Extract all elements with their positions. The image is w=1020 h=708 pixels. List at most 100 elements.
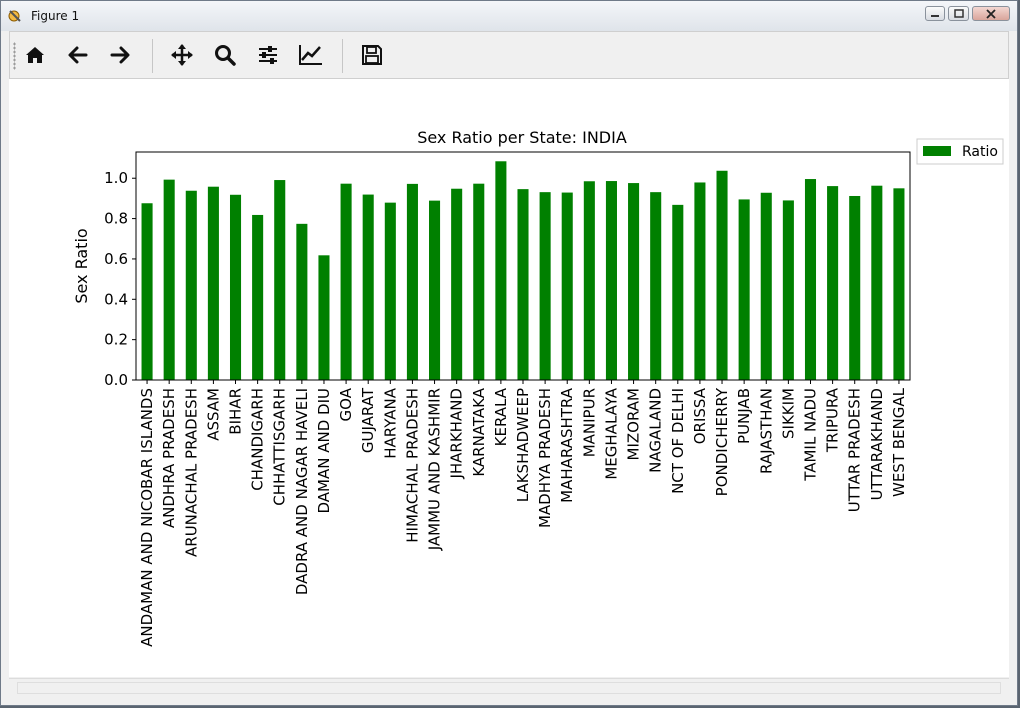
zoom-button[interactable] bbox=[210, 40, 240, 70]
status-message bbox=[17, 682, 1001, 694]
bar bbox=[738, 199, 750, 380]
x-tick-label: UTTARAKHAND bbox=[868, 388, 886, 500]
legend-swatch bbox=[923, 146, 951, 156]
bar bbox=[583, 181, 595, 380]
bar bbox=[672, 204, 684, 380]
x-tick-label: HARYANA bbox=[381, 387, 399, 458]
home-button[interactable] bbox=[20, 40, 50, 70]
x-tick-label: SIKKIM bbox=[779, 388, 797, 439]
toolbar-separator bbox=[342, 39, 343, 73]
x-tick-label: TAMIL NADU bbox=[801, 388, 819, 482]
bar bbox=[650, 192, 662, 380]
bar bbox=[827, 186, 839, 380]
bar bbox=[451, 188, 463, 380]
bar bbox=[229, 194, 242, 380]
x-axis: ANDAMAN AND NICOBAR ISLANDS ANDHRA PRADES… bbox=[138, 380, 908, 647]
bar bbox=[517, 189, 529, 380]
x-tick-label: RAJASTHAN bbox=[757, 388, 775, 474]
bar bbox=[473, 183, 485, 380]
x-tick-label: WEST BENGAL bbox=[890, 387, 908, 497]
bar bbox=[384, 202, 396, 380]
bar bbox=[871, 185, 883, 380]
move-icon bbox=[171, 44, 193, 66]
bar-chart: Sex Ratio per State: INDIA Sex Ratio 0.0… bbox=[72, 128, 1004, 647]
toolbar-grip[interactable] bbox=[13, 42, 16, 70]
bar bbox=[804, 179, 817, 380]
x-tick-label: CHANDIGARH bbox=[249, 388, 267, 491]
bar bbox=[296, 223, 308, 380]
x-tick-label: MADHYA PRADESH bbox=[536, 388, 554, 528]
x-tick-label: GOA bbox=[337, 387, 355, 421]
bar bbox=[185, 190, 197, 380]
bar bbox=[628, 183, 640, 380]
legend: Ratio bbox=[916, 138, 1004, 165]
bar bbox=[716, 170, 728, 380]
y-tick-label: 0.4 bbox=[104, 290, 128, 308]
arrow-right-icon bbox=[110, 46, 130, 64]
bar bbox=[362, 194, 374, 380]
x-tick-label: ANDHRA PRADESH bbox=[160, 388, 178, 528]
chart-line-icon bbox=[299, 45, 322, 65]
x-tick-label: ASSAM bbox=[204, 388, 222, 441]
figure-canvas[interactable]: Sex Ratio per State: INDIA Sex Ratio 0.0… bbox=[9, 79, 1009, 677]
bar bbox=[340, 183, 352, 380]
edit-axes-button[interactable] bbox=[296, 40, 326, 70]
bar bbox=[163, 179, 175, 380]
x-tick-label: HIMACHAL PRADESH bbox=[403, 388, 421, 543]
save-button[interactable] bbox=[357, 40, 387, 70]
x-tick-label: MEGHALAYA bbox=[602, 387, 620, 479]
bar bbox=[252, 214, 264, 380]
minimize-icon bbox=[931, 14, 939, 17]
x-tick-label: DAMAN AND DIU bbox=[315, 388, 333, 514]
toolbar bbox=[9, 31, 1009, 79]
bar bbox=[605, 181, 617, 380]
bar bbox=[495, 161, 507, 380]
y-tick-label: 1.0 bbox=[104, 169, 128, 187]
bar bbox=[782, 200, 794, 380]
bar-series bbox=[141, 161, 905, 380]
x-tick-label: MAHARASHTRA bbox=[558, 387, 576, 503]
home-icon bbox=[26, 47, 44, 63]
x-tick-label: UTTAR PRADESH bbox=[846, 388, 864, 512]
minimize-button[interactable] bbox=[925, 6, 945, 21]
magnifier-icon bbox=[215, 45, 236, 66]
close-icon bbox=[986, 8, 996, 19]
bar bbox=[318, 255, 330, 380]
x-tick-label: JHARKHAND bbox=[448, 388, 466, 480]
x-tick-label: NAGALAND bbox=[647, 388, 665, 473]
floppy-disk-icon bbox=[362, 45, 382, 65]
sliders-icon bbox=[259, 46, 277, 64]
forward-button[interactable] bbox=[105, 40, 135, 70]
pan-button[interactable] bbox=[167, 40, 197, 70]
y-axis-label: Sex Ratio bbox=[72, 228, 91, 303]
toolbar-separator bbox=[152, 39, 153, 73]
close-button[interactable] bbox=[972, 6, 1010, 21]
x-tick-label: PONDICHERRY bbox=[713, 387, 731, 496]
x-tick-label: MANIPUR bbox=[580, 388, 598, 457]
y-axis: 0.0 0.2 0.4 0.6 0.8 1.0 bbox=[104, 169, 136, 389]
bar bbox=[406, 183, 418, 380]
app-icon bbox=[8, 10, 21, 22]
bar bbox=[893, 188, 905, 380]
bar bbox=[694, 182, 706, 380]
x-tick-label: GUJARAT bbox=[359, 387, 377, 453]
configure-subplots-button[interactable] bbox=[253, 40, 283, 70]
bar bbox=[141, 203, 153, 380]
chart-title: Sex Ratio per State: INDIA bbox=[417, 128, 627, 147]
bar bbox=[561, 192, 573, 380]
bar bbox=[429, 200, 441, 380]
x-tick-label: KARNATAKA bbox=[470, 387, 488, 476]
arrow-left-icon bbox=[68, 46, 88, 64]
x-tick-label: ARUNACHAL PRADESH bbox=[182, 388, 200, 557]
x-tick-label: KERALA bbox=[492, 387, 510, 446]
x-tick-label: JAMMU AND KASHMIR bbox=[426, 388, 444, 551]
back-button[interactable] bbox=[63, 40, 93, 70]
x-tick-label: CHHATTISGARH bbox=[271, 388, 289, 506]
x-tick-label: PUNJAB bbox=[735, 388, 753, 444]
maximize-button[interactable] bbox=[948, 6, 969, 21]
y-tick-label: 0.0 bbox=[104, 371, 128, 389]
maximize-icon bbox=[953, 9, 964, 18]
bar bbox=[539, 192, 551, 380]
bar bbox=[760, 192, 772, 380]
